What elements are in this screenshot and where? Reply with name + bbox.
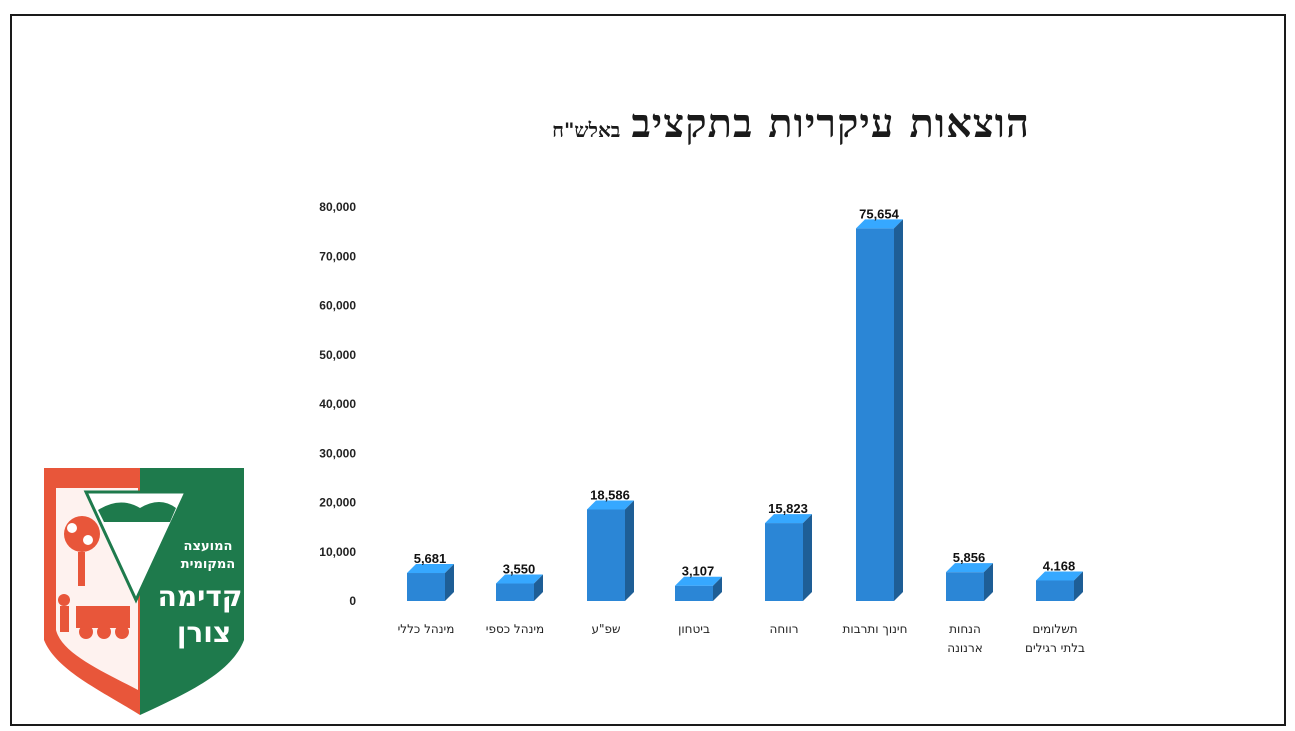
bar-front bbox=[675, 585, 713, 601]
x-tick-label: תשלומים בלתי רגילים bbox=[1025, 622, 1085, 655]
bar bbox=[946, 563, 993, 601]
bar-front bbox=[496, 583, 534, 601]
bar-front bbox=[587, 509, 625, 601]
bar-top bbox=[675, 576, 722, 586]
y-tick-label: 80,000 bbox=[319, 200, 356, 214]
x-tick-line: ביטחון bbox=[678, 622, 710, 636]
bar bbox=[765, 514, 812, 601]
chart-title-block: הוצאות עיקריות בתקציב באלש"ח bbox=[430, 100, 1030, 147]
x-axis: מינהל כללי מינהל כספי שפ"ע ביטחון רווחה חינוך… bbox=[398, 622, 1085, 655]
bar-front bbox=[946, 572, 984, 601]
bar-front bbox=[856, 228, 894, 601]
bar-top bbox=[1036, 571, 1083, 581]
bar bbox=[856, 219, 903, 601]
data-label: 4.168 bbox=[1043, 558, 1076, 573]
bar-front bbox=[1036, 580, 1074, 601]
chart-subtitle: באלש"ח bbox=[552, 118, 621, 142]
y-tick-label: 20,000 bbox=[319, 496, 356, 510]
y-tick-label: 0 bbox=[349, 594, 356, 608]
y-tick-label: 60,000 bbox=[319, 299, 356, 313]
x-tick-line: שפ"ע bbox=[591, 622, 620, 636]
x-tick-line: מינהל כספי bbox=[486, 622, 544, 636]
data-label: 3,550 bbox=[503, 562, 536, 577]
bar-side bbox=[1074, 571, 1083, 601]
y-tick-label: 70,000 bbox=[319, 249, 356, 263]
bar-top bbox=[856, 219, 903, 229]
x-tick-line: מינהל כללי bbox=[398, 622, 455, 636]
bar-top bbox=[407, 564, 454, 574]
x-tick-line: חינוך ותרבות bbox=[843, 622, 908, 636]
x-tick-line: בלתי רגילים bbox=[1025, 641, 1085, 655]
bar-top bbox=[587, 500, 634, 510]
bar-side bbox=[984, 563, 993, 601]
bar-top bbox=[496, 574, 543, 584]
bar-side bbox=[534, 574, 543, 601]
y-tick-label: 10,000 bbox=[319, 545, 356, 559]
x-tick-label: שפ"ע bbox=[591, 622, 620, 636]
bar-side bbox=[445, 564, 454, 601]
x-tick-line: תשלומים bbox=[1032, 622, 1077, 636]
bar-side bbox=[625, 500, 634, 601]
data-label: 18,586 bbox=[590, 487, 630, 502]
bar bbox=[407, 564, 454, 601]
x-tick-line: ארנונה bbox=[947, 641, 983, 655]
x-tick-label: הנחות ארנונה bbox=[947, 622, 983, 655]
x-tick-label: מינהל כספי bbox=[486, 622, 544, 636]
bar bbox=[496, 574, 543, 601]
chart-title: הוצאות עיקריות בתקציב bbox=[631, 100, 1030, 147]
bar-front bbox=[407, 573, 445, 601]
x-tick-line: הנחות bbox=[949, 622, 981, 636]
bars bbox=[407, 219, 1083, 601]
bar bbox=[1036, 571, 1083, 601]
x-tick-label: ביטחון bbox=[678, 622, 710, 636]
y-tick-label: 50,000 bbox=[319, 348, 356, 362]
x-tick-line: רווחה bbox=[770, 622, 799, 636]
bar-front bbox=[765, 523, 803, 601]
bar-side bbox=[713, 576, 722, 601]
x-tick-label: חינוך ותרבות bbox=[843, 622, 908, 636]
y-axis: 0 10,000 20,000 30,000 40,000 50,000 60,000 70,… bbox=[319, 200, 356, 608]
bar-side bbox=[894, 219, 903, 601]
bar bbox=[675, 576, 722, 601]
y-tick-label: 30,000 bbox=[319, 446, 356, 460]
bar-top bbox=[765, 514, 812, 524]
data-label: 3,107 bbox=[682, 564, 715, 579]
bar-top bbox=[946, 563, 993, 573]
data-label: 5,856 bbox=[953, 550, 986, 565]
bar bbox=[587, 500, 634, 601]
data-labels: 5,681 3,550 18,586 3,107 15,823 75,654 5,856 4.… bbox=[414, 206, 1076, 578]
x-tick-label: רווחה bbox=[770, 622, 799, 636]
y-tick-label: 40,000 bbox=[319, 397, 356, 411]
x-tick-label: מינהל כללי bbox=[398, 622, 455, 636]
data-label: 15,823 bbox=[768, 501, 808, 516]
data-label: 5,681 bbox=[414, 551, 447, 566]
data-label: 75,654 bbox=[859, 206, 900, 221]
bar-side bbox=[803, 514, 812, 601]
